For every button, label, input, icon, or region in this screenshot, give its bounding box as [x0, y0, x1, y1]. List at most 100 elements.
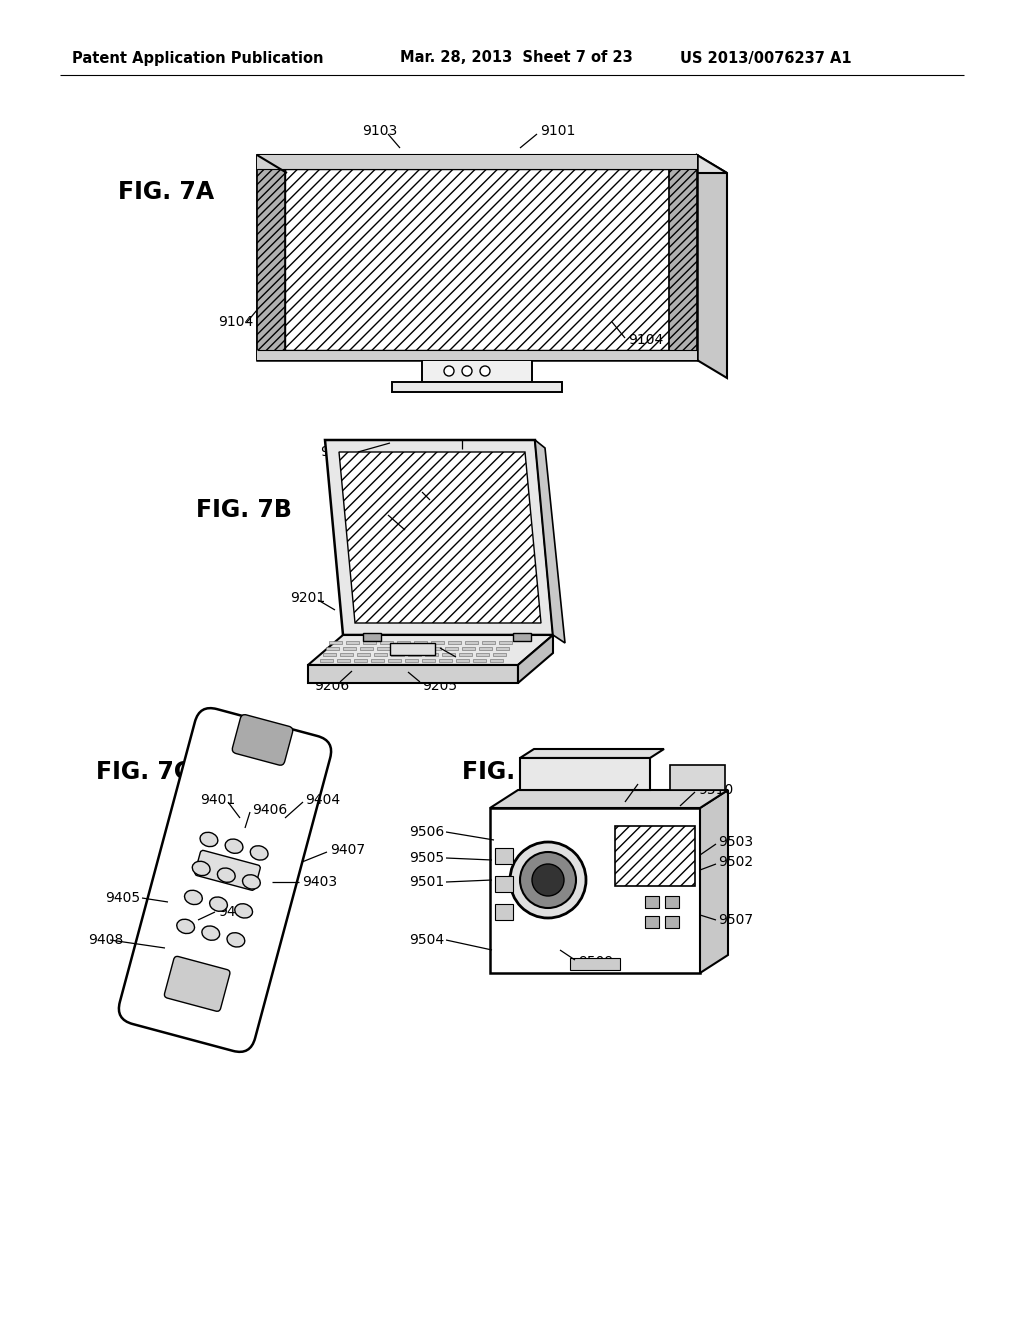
- Bar: [323, 653, 336, 656]
- Bar: [449, 642, 461, 644]
- Bar: [257, 350, 697, 360]
- Text: 9104: 9104: [218, 315, 253, 329]
- Ellipse shape: [184, 890, 203, 904]
- Polygon shape: [308, 665, 518, 682]
- Bar: [343, 647, 356, 649]
- Bar: [482, 642, 495, 644]
- Circle shape: [444, 366, 454, 376]
- Bar: [473, 659, 486, 663]
- Text: US 2013/0076237 A1: US 2013/0076237 A1: [680, 50, 852, 66]
- FancyBboxPatch shape: [165, 957, 230, 1011]
- Text: 9205: 9205: [422, 678, 457, 693]
- Bar: [388, 659, 401, 663]
- Bar: [476, 653, 489, 656]
- Polygon shape: [490, 789, 728, 808]
- Ellipse shape: [225, 840, 243, 853]
- Text: 9203: 9203: [360, 506, 395, 520]
- Text: 9204: 9204: [458, 653, 494, 667]
- Bar: [513, 634, 531, 642]
- FancyBboxPatch shape: [119, 708, 331, 1052]
- Bar: [285, 169, 669, 350]
- Ellipse shape: [234, 904, 253, 917]
- Bar: [645, 916, 659, 928]
- FancyBboxPatch shape: [232, 714, 293, 766]
- Bar: [495, 876, 513, 892]
- Bar: [520, 758, 650, 789]
- Text: 9206: 9206: [314, 678, 349, 693]
- Polygon shape: [518, 635, 553, 682]
- Bar: [362, 634, 381, 642]
- Text: 9408: 9408: [88, 933, 123, 946]
- Bar: [380, 642, 393, 644]
- Bar: [346, 642, 359, 644]
- Text: FIG. 7D: FIG. 7D: [462, 760, 559, 784]
- Bar: [340, 653, 353, 656]
- Ellipse shape: [227, 933, 245, 946]
- Ellipse shape: [177, 919, 195, 933]
- Bar: [479, 647, 492, 649]
- Bar: [392, 381, 562, 392]
- Text: 9403: 9403: [302, 875, 337, 888]
- Bar: [257, 154, 697, 169]
- Bar: [428, 647, 441, 649]
- Bar: [357, 653, 370, 656]
- Bar: [570, 958, 620, 970]
- Text: Patent Application Publication: Patent Application Publication: [72, 50, 324, 66]
- Text: 9407: 9407: [330, 843, 366, 857]
- Text: 9506: 9506: [409, 825, 444, 840]
- Bar: [425, 653, 438, 656]
- Text: 9502: 9502: [718, 855, 753, 869]
- Bar: [408, 653, 421, 656]
- Text: 9402: 9402: [218, 906, 253, 919]
- Circle shape: [520, 851, 575, 908]
- Text: 9201: 9201: [290, 591, 326, 605]
- Polygon shape: [325, 440, 553, 635]
- Bar: [422, 659, 435, 663]
- Text: FIG. 7C: FIG. 7C: [96, 760, 191, 784]
- Bar: [490, 808, 700, 973]
- Bar: [490, 659, 503, 663]
- Text: 9406: 9406: [252, 803, 288, 817]
- Polygon shape: [697, 154, 727, 378]
- Text: 9202: 9202: [395, 483, 430, 498]
- Bar: [499, 642, 512, 644]
- Bar: [394, 647, 407, 649]
- Circle shape: [480, 366, 490, 376]
- Bar: [442, 653, 455, 656]
- Bar: [645, 896, 659, 908]
- Polygon shape: [257, 154, 285, 360]
- Polygon shape: [669, 154, 697, 360]
- Bar: [390, 643, 435, 655]
- Bar: [665, 916, 679, 928]
- Text: 9103: 9103: [362, 124, 397, 139]
- Polygon shape: [520, 748, 664, 758]
- Bar: [493, 653, 506, 656]
- Ellipse shape: [202, 925, 219, 940]
- Polygon shape: [700, 789, 728, 973]
- Polygon shape: [257, 154, 727, 173]
- Bar: [456, 659, 469, 663]
- FancyBboxPatch shape: [195, 850, 260, 890]
- Polygon shape: [535, 440, 565, 643]
- Bar: [326, 647, 339, 649]
- Bar: [445, 647, 458, 649]
- Bar: [406, 659, 418, 663]
- Bar: [496, 647, 509, 649]
- Bar: [665, 896, 679, 908]
- Bar: [257, 154, 697, 360]
- Polygon shape: [308, 635, 553, 665]
- Bar: [431, 642, 444, 644]
- Text: 9508: 9508: [612, 775, 647, 789]
- Bar: [615, 826, 695, 886]
- Text: 9510: 9510: [698, 783, 733, 797]
- Text: 9505: 9505: [409, 851, 444, 865]
- Ellipse shape: [193, 861, 210, 875]
- Bar: [371, 659, 384, 663]
- Bar: [495, 904, 513, 920]
- Circle shape: [510, 842, 586, 917]
- Polygon shape: [339, 451, 541, 623]
- Bar: [360, 647, 373, 649]
- Bar: [397, 642, 410, 644]
- Bar: [329, 642, 342, 644]
- Text: FIG. 7B: FIG. 7B: [196, 498, 292, 521]
